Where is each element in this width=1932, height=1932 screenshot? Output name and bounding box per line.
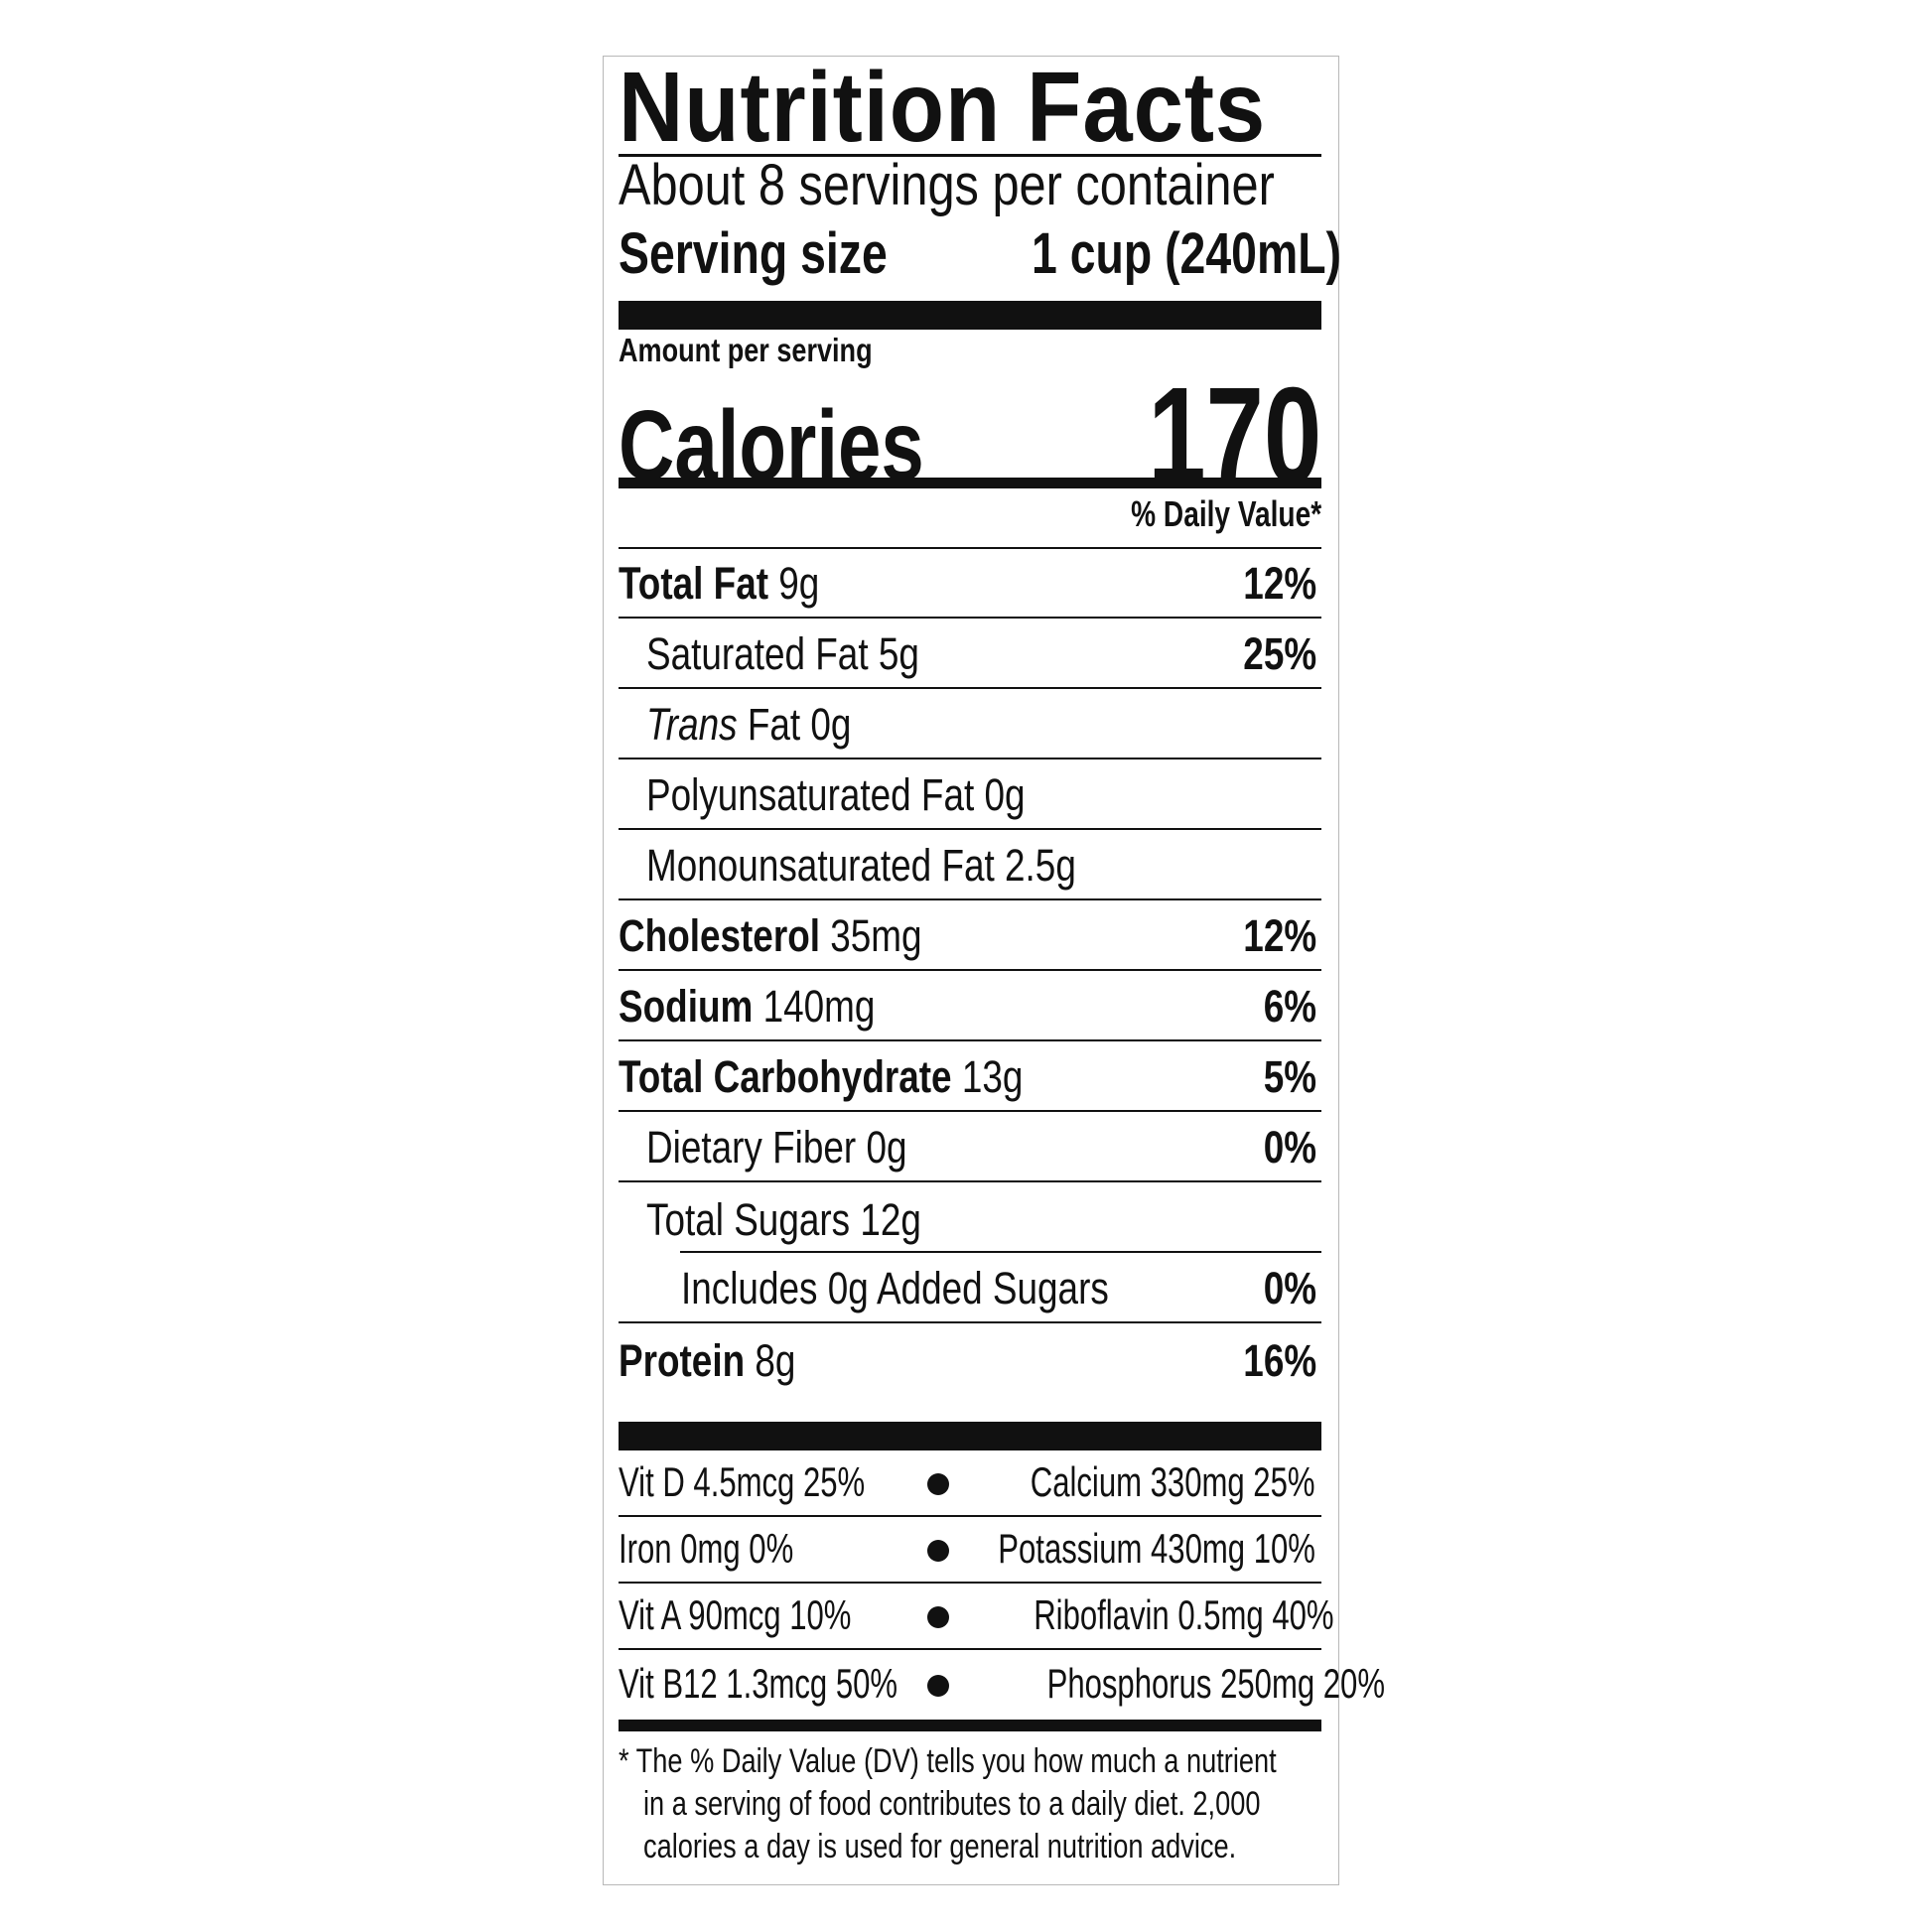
serving-size-value: 1 cup (240mL): [1032, 221, 1342, 286]
serving-size-label: Serving size: [619, 221, 888, 286]
thick-divider: [619, 1422, 1321, 1450]
nutrient-row-dietary-fiber: Dietary Fiber 0g 0%: [619, 1112, 1321, 1182]
vitamin-row: Vit B12 1.3mcg 50% Phosphorus 250mg 20%: [619, 1660, 1385, 1707]
vitamin-rows: Vit D 4.5mcg 25% Calcium 330mg 25% Iron 0…: [619, 1450, 1385, 1717]
thick-divider: [619, 1720, 1321, 1731]
vitamin-row: Iron 0mg 0% Potassium 430mg 10%: [619, 1517, 1321, 1584]
bullet-icon: [927, 1473, 949, 1495]
amount-per-serving: Amount per serving: [619, 332, 873, 368]
thick-divider: [619, 478, 1321, 488]
nutrient-row-saturated-fat: Saturated Fat 5g 25%: [619, 619, 1321, 689]
nutrient-row-trans-fat: Trans Fat 0g: [619, 689, 1321, 759]
bullet-icon: [927, 1606, 949, 1628]
nutrient-row-sodium: Sodium 140mg 6%: [619, 971, 1321, 1041]
bullet-icon: [927, 1540, 949, 1562]
vitamin-row: Vit A 90mcg 10% Riboflavin 0.5mg 40%: [619, 1584, 1334, 1650]
nutrient-row-added-sugars: Includes 0g Added Sugars 0%: [619, 1253, 1321, 1323]
nutrient-row-protein: Protein 8g 16%: [619, 1335, 1317, 1386]
thick-divider: [619, 301, 1321, 330]
nutrition-facts-label: Nutrition Facts About 8 servings per con…: [603, 52, 1385, 1885]
footnote: * The % Daily Value (DV) tells you how m…: [619, 1742, 1277, 1865]
vitamin-row: Vit D 4.5mcg 25% Calcium 330mg 25%: [619, 1450, 1321, 1517]
nutrient-rows: Total Fat 9g 12% Saturated Fat 5g 25% Tran…: [619, 548, 1321, 1394]
daily-value-header: % Daily Value*: [1131, 493, 1321, 534]
divider: [619, 154, 1321, 157]
nutrient-row-total-sugars: Total Sugars 12g: [619, 1182, 1321, 1253]
nutrient-row-total-fat: Total Fat 9g 12%: [619, 548, 1321, 619]
nutrient-row-total-carbohydrate: Total Carbohydrate 13g 5%: [619, 1041, 1321, 1112]
bullet-icon: [927, 1675, 949, 1697]
divider: [619, 547, 1321, 549]
serving-size: Serving size 1 cup (240mL): [619, 221, 1341, 286]
servings-per-container: About 8 servings per container: [619, 153, 1275, 217]
nutrient-row-polyunsaturated-fat: Polyunsaturated Fat 0g: [619, 759, 1321, 830]
nutrient-row-monounsaturated-fat: Monounsaturated Fat 2.5g: [619, 830, 1321, 900]
nutrient-row-cholesterol: Cholesterol 35mg 12%: [619, 900, 1321, 971]
label-title: Nutrition Facts: [619, 52, 1267, 163]
